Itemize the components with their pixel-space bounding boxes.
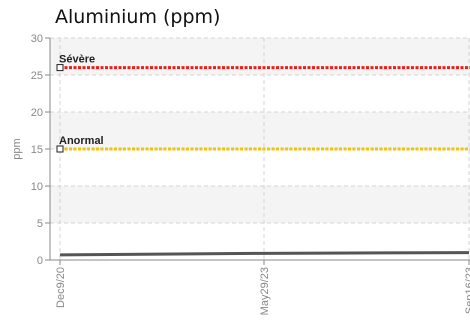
- threshold-marker: [56, 64, 64, 72]
- x-tick-label: Sep16/23: [464, 267, 470, 314]
- y-tick-label: 30: [31, 33, 43, 45]
- y-tick-label: 10: [31, 181, 43, 193]
- series-line: [59, 251, 470, 257]
- threshold-label: Anormal: [59, 135, 104, 147]
- grid-band: [50, 38, 470, 75]
- x-tick-label: May29/23: [259, 267, 271, 315]
- y-tick-label: 20: [31, 107, 43, 119]
- threshold-marker: [56, 145, 64, 153]
- grid-band: [50, 186, 470, 223]
- y-tick-label: 0: [37, 255, 43, 267]
- threshold-label: Sévère: [59, 54, 95, 66]
- y-tick-label: 25: [31, 70, 43, 82]
- x-tick-label: Dec9/20: [55, 267, 67, 308]
- y-tick-label: 15: [31, 144, 43, 156]
- chart-title: Aluminium (ppm): [55, 6, 221, 28]
- y-axis-label: ppm: [11, 138, 23, 159]
- y-tick-label: 5: [37, 218, 43, 230]
- grid-band: [50, 112, 470, 149]
